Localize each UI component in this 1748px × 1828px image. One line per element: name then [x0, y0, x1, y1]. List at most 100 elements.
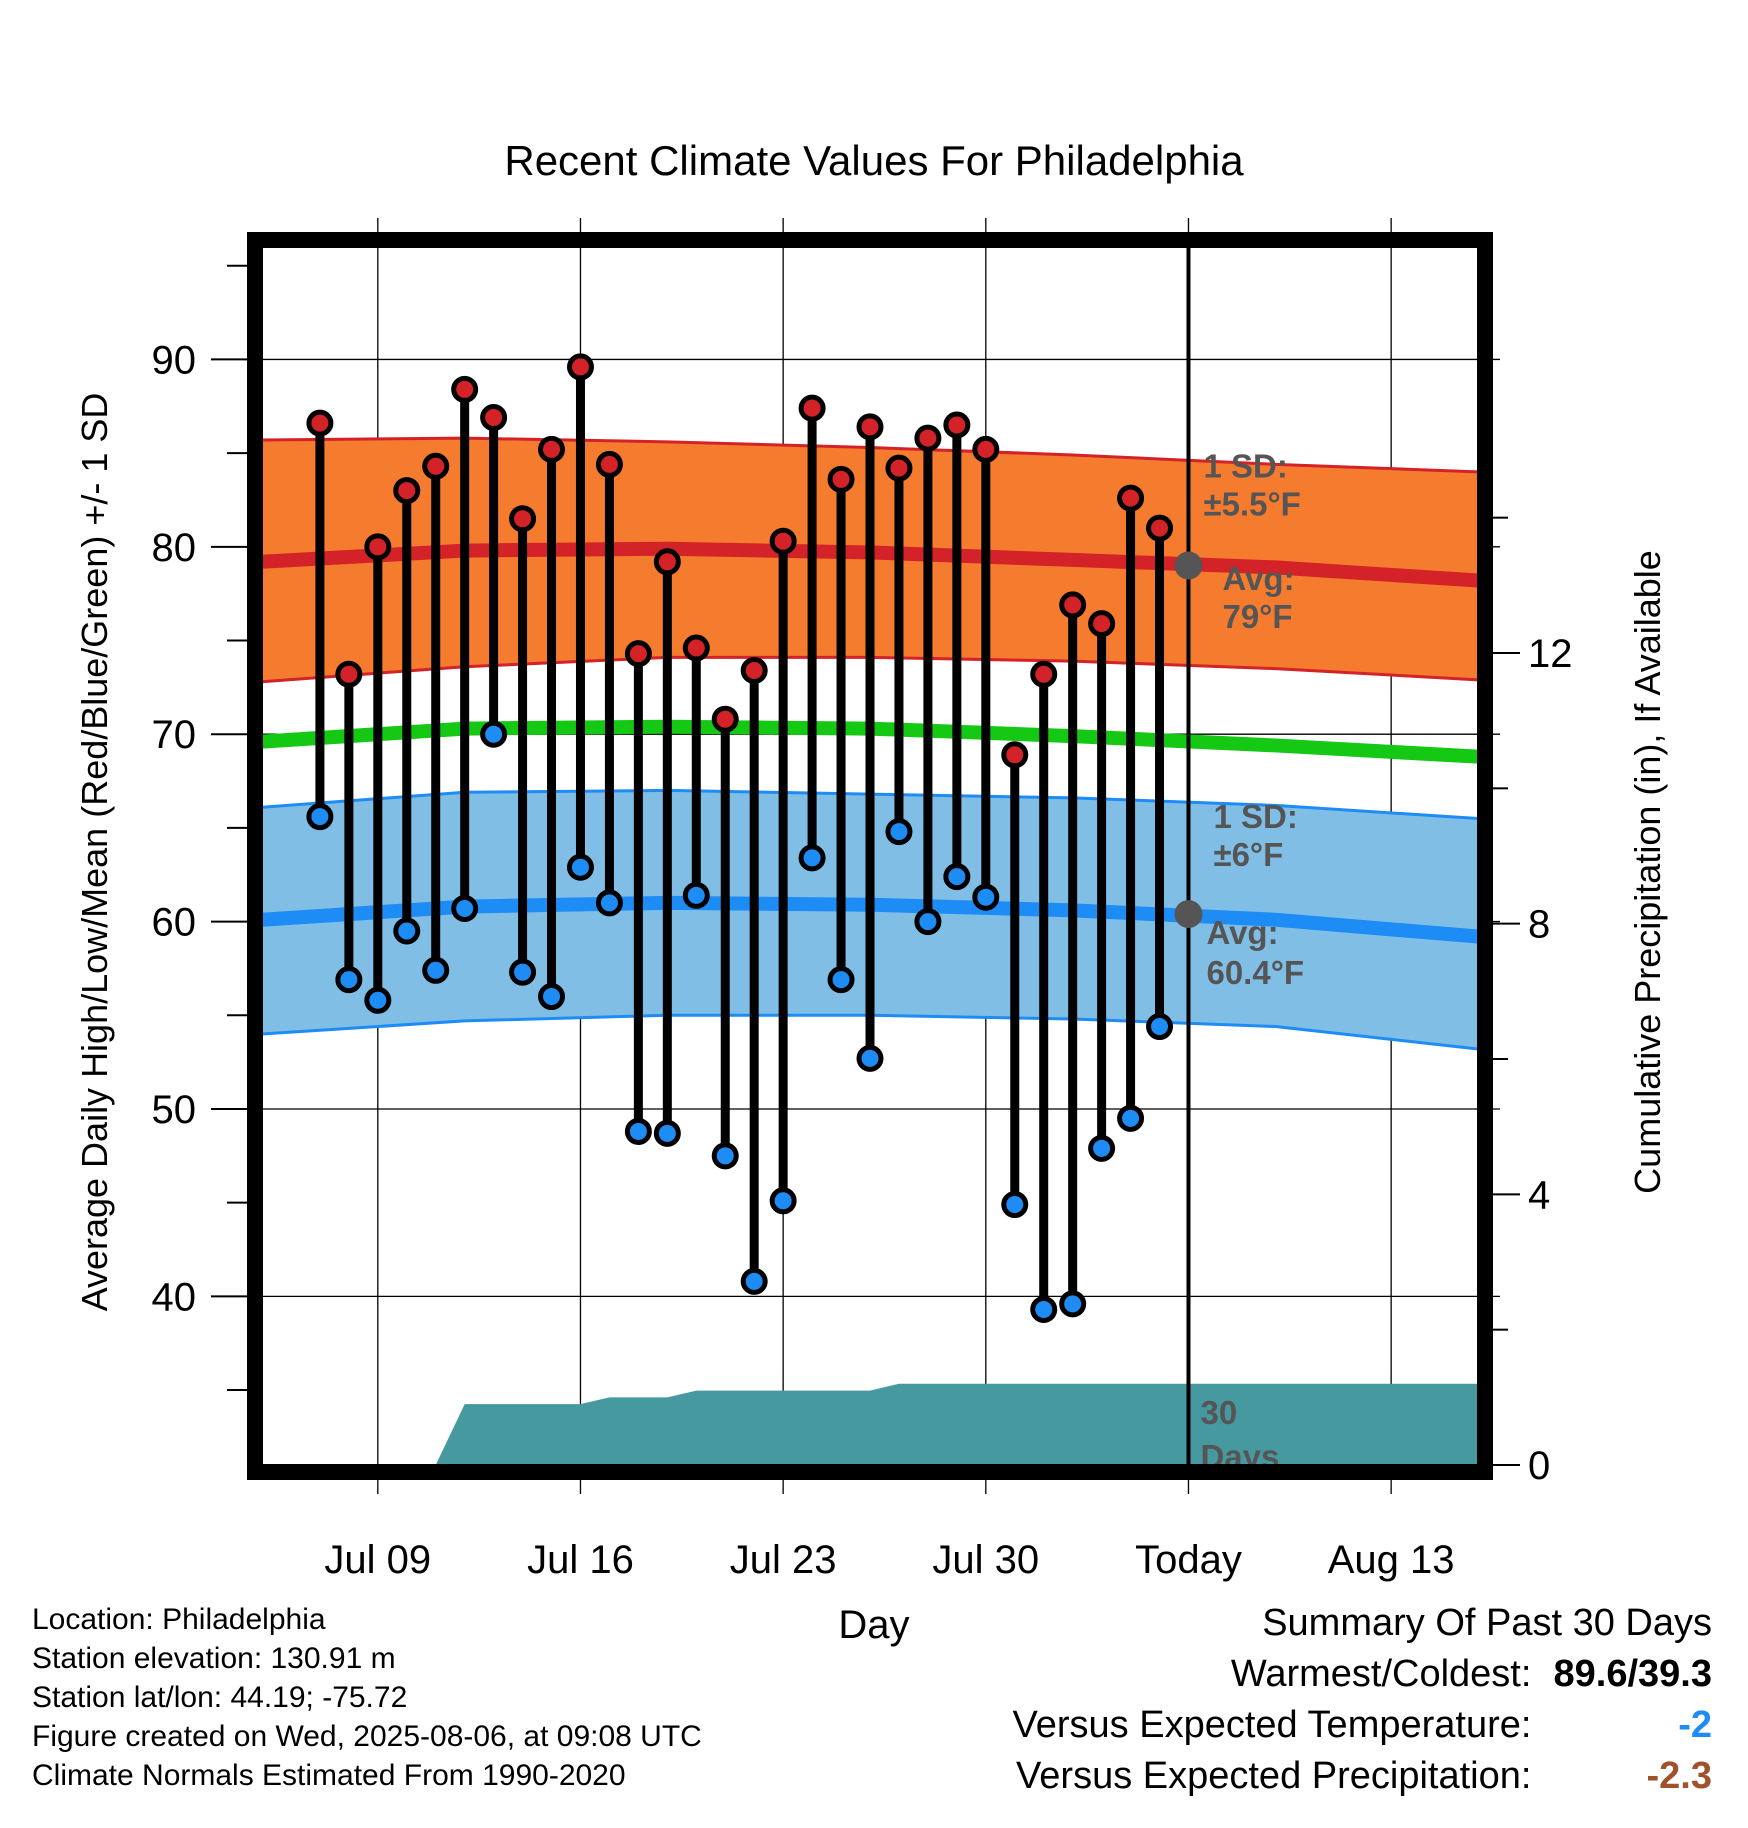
y-tick-label: 50	[152, 1088, 197, 1132]
observed-high-point	[306, 409, 334, 437]
low-avg-annotation-line: Avg:	[1206, 914, 1278, 951]
observed-low-point	[653, 1119, 681, 1147]
observed-high-point	[1059, 591, 1087, 619]
y-tick-label: 80	[152, 526, 197, 570]
observed-low-point	[740, 1267, 768, 1295]
precipitation-value: -2.3	[1646, 1755, 1712, 1797]
observed-high-point	[509, 505, 537, 533]
low-sd-annotation-line: ±6°F	[1213, 836, 1283, 873]
high-avg-annotation-line: Avg:	[1222, 560, 1294, 597]
observed-high-point	[914, 424, 942, 452]
y2-axis-label: Cumulative Precipitation (in), If Availa…	[1627, 550, 1668, 1194]
observed-high-point	[335, 660, 363, 688]
observed-high-point	[1146, 514, 1174, 542]
observed-high-point	[1088, 610, 1116, 638]
observed-low-point	[624, 1117, 652, 1145]
y-tick-label: 70	[152, 713, 197, 757]
summary-temperature: Versus Expected Temperature: -2	[1013, 1700, 1712, 1751]
observed-low-point	[827, 966, 855, 994]
y2-tick-label: 4	[1528, 1173, 1550, 1217]
observed-high-point	[1001, 741, 1029, 769]
observed-high-point	[885, 454, 913, 482]
observed-low-point	[538, 983, 566, 1011]
observed-low-point	[422, 956, 450, 984]
observed-high-point	[538, 435, 566, 463]
y-tick-label: 90	[152, 338, 197, 382]
observed-low-point	[769, 1187, 797, 1215]
observed-high-point	[653, 548, 681, 576]
high-sd-annotation-line: 1 SD:	[1203, 447, 1287, 484]
observed-high-point	[943, 411, 971, 439]
y-axis-label: Average Daily High/Low/Mean (Red/Blue/Gr…	[74, 393, 115, 1312]
observed-high-point	[393, 477, 421, 505]
observed-low-point	[364, 986, 392, 1014]
x-tick-label: Jul 09	[324, 1538, 431, 1582]
days-window-annotation-line: 30	[1200, 1394, 1237, 1431]
observed-low-point	[451, 894, 479, 922]
precipitation-area	[319, 1383, 1478, 1465]
station-info: Location: Philadelphia Station elevation…	[32, 1600, 702, 1795]
x-axis-label: Day	[838, 1603, 909, 1647]
x-tick-label: Jul 23	[730, 1538, 837, 1582]
high-avg-annotation-line: 79°F	[1222, 598, 1292, 635]
x-tick-label: Today	[1135, 1538, 1242, 1582]
footer-normals: Climate Normals Estimated From 1990-2020	[32, 1759, 626, 1792]
observed-high-point	[480, 404, 508, 432]
observed-low-point	[480, 720, 508, 748]
summary-precipitation: Versus Expected Precipitation: -2.3	[1013, 1751, 1712, 1802]
observed-high-point	[682, 634, 710, 662]
high-sd-annotation-line: ±5.5°F	[1203, 485, 1300, 522]
observed-low-point	[972, 883, 1000, 911]
observed-low-point	[711, 1142, 739, 1170]
observed-low-point	[1117, 1104, 1145, 1132]
y2-tick-label: 12	[1528, 632, 1573, 676]
observed-high-point	[972, 435, 1000, 463]
observed-low-point	[885, 818, 913, 846]
observed-low-point	[798, 844, 826, 872]
observed-high-point	[422, 452, 450, 480]
chart-title: Recent Climate Values For Philadelphia	[504, 137, 1244, 184]
summary-panel: Summary Of Past 30 Days Warmest/Coldest:…	[1013, 1598, 1712, 1802]
plot-frame	[247, 232, 1493, 1480]
observed-high-point	[566, 353, 594, 381]
x-tick-label: Jul 30	[932, 1538, 1039, 1582]
observed-low-point	[943, 863, 971, 891]
observed-high-point	[711, 705, 739, 733]
today-high-avg-marker	[1174, 551, 1203, 580]
temperature-label: Versus Expected Temperature:	[1012, 1704, 1532, 1746]
precipitation-label: Versus Expected Precipitation:	[1016, 1755, 1532, 1797]
observed-low-point	[856, 1044, 884, 1072]
observed-high-point	[451, 375, 479, 403]
x-tick-label: Aug 13	[1328, 1538, 1455, 1582]
observed-high-point	[624, 640, 652, 668]
high-avg-annotation: Avg: 79°F	[1222, 560, 1294, 635]
footer-elevation: Station elevation: 130.91 m	[32, 1642, 396, 1675]
observed-low-point	[1059, 1290, 1087, 1318]
high-sd-annotation: 1 SD: ±5.5°F	[1203, 447, 1300, 522]
observed-high-point	[364, 533, 392, 561]
observed-low-point	[1030, 1295, 1058, 1323]
y2-tick-label: 0	[1528, 1444, 1550, 1488]
footer-latlon: Station lat/lon: 44.19; -75.72	[32, 1681, 408, 1714]
y-tick-label: 60	[152, 901, 197, 945]
observed-high-point	[740, 656, 768, 684]
footer-created: Figure created on Wed, 2025-08-06, at 09…	[32, 1720, 702, 1753]
warmest-coldest-value: 89.6/39.3	[1553, 1653, 1712, 1695]
summary-heading: Summary Of Past 30 Days	[1262, 1602, 1712, 1644]
low-avg-annotation-line: 60.4°F	[1206, 954, 1304, 991]
observed-high-point	[856, 413, 884, 441]
y2-tick-label: 8	[1528, 903, 1550, 947]
observed-low-point	[1088, 1134, 1116, 1162]
observed-low-point	[1146, 1013, 1174, 1041]
observed-high-point	[798, 394, 826, 422]
low-sd-annotation-line: 1 SD:	[1213, 798, 1297, 835]
low-sd-annotation: 1 SD: ±6°F	[1213, 798, 1297, 873]
observed-low-point	[393, 917, 421, 945]
temperature-value: -2	[1678, 1704, 1712, 1746]
observed-low-point	[566, 853, 594, 881]
observed-low-point	[306, 803, 334, 831]
observed-low-point	[335, 966, 363, 994]
x-tick-label: Jul 16	[527, 1538, 634, 1582]
